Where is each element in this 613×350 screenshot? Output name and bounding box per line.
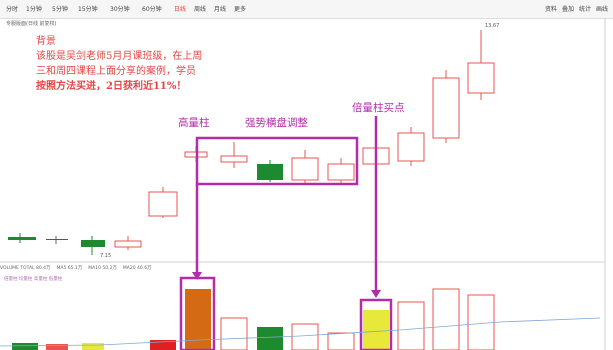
indicator-field-1: MA5 65.1万 [56, 266, 83, 271]
candle-body [432, 77, 460, 139]
volume-bar [46, 344, 68, 350]
buy-point-volume-box [359, 298, 393, 350]
period-tab-7[interactable]: 周线 [194, 6, 207, 13]
price-high-label: 13.67 [485, 23, 500, 29]
candle-body [46, 239, 68, 240]
period-tab-0[interactable]: 分时 [6, 6, 19, 13]
volume-bar [432, 288, 460, 350]
period-tab-2[interactable]: 5分钟 [52, 6, 68, 13]
period-tab-8[interactable]: 月线 [214, 6, 227, 13]
candle-body [397, 132, 425, 162]
candle-body [220, 155, 248, 163]
high-volume-arrowhead [192, 272, 202, 280]
toolbar-right-1[interactable]: 叠加 [562, 6, 575, 13]
consolidation-label: 强势横盘调整 [245, 117, 308, 129]
period-tab-6[interactable]: 日线 [174, 6, 187, 13]
candle-body [327, 163, 355, 181]
candle-body [81, 240, 105, 247]
indicator-field-2: MA10 50.2万 [88, 266, 117, 271]
buy-point-label: 倍量柱买点 [352, 102, 405, 114]
candle-body [467, 62, 495, 94]
volume-bars [12, 288, 495, 350]
candle-body [291, 157, 319, 181]
background-note: 背景 该股是吴剑老师5月月课班级，在上周 三和周四课程上面分享的案例，学员 按照… [36, 34, 202, 94]
period-tab-4[interactable]: 30分钟 [110, 6, 130, 13]
volume-bar [291, 323, 319, 350]
period-tab-5[interactable]: 60分钟 [142, 6, 162, 13]
volume-bar [327, 332, 355, 350]
price-low-label: 7.15 [100, 253, 112, 259]
candle-body [148, 191, 178, 217]
high-volume-box [179, 276, 216, 350]
note-line-3-text: 按照方法买进，2日获利近11%！ [36, 81, 187, 92]
note-heading: 背景 [36, 36, 56, 47]
candle-body [8, 237, 36, 240]
buy-point-arrowhead [371, 290, 381, 298]
volume-bar [150, 340, 176, 350]
candle-body [257, 164, 283, 180]
indicator-field-0: VOLUME TOTAL 80.4万 [0, 266, 51, 271]
indicator-header: VOLUME TOTAL 80.4万 MA5 65.1万 MA10 50.2万 MA2… [0, 265, 613, 274]
period-tab-3[interactable]: 15分钟 [78, 6, 98, 13]
candle-body [114, 240, 142, 248]
candles [8, 30, 495, 255]
volume-ma-line [0, 317, 601, 347]
high-volume-label: 高量柱 [178, 117, 210, 129]
note-line-2: 三和周四课程上面分享的案例，学员 [36, 66, 196, 77]
note-line-3: 按照方法买进，2日获利近11%！ [36, 79, 202, 94]
volume-bar [257, 327, 283, 350]
volume-bar [363, 310, 389, 350]
period-tab-1[interactable]: 1分钟 [26, 6, 42, 13]
volume-bar [397, 301, 425, 350]
volume-bar [220, 317, 248, 350]
indicator-subline: 倍量柱 均量柱 高量柱 低量柱 [4, 277, 63, 282]
period-toolbar: 分时 1分钟 5分钟 15分钟 30分钟 60分钟 日线 周线 月线 更多 资料 叠加 统计 画线 [0, 0, 613, 19]
note-line-1: 该股是吴剑老师5月月课班级，在上周 [36, 51, 203, 62]
toolbar-right-3[interactable]: 画线 [596, 6, 609, 13]
indicator-field-3: MA20 40.6万 [122, 266, 152, 271]
toolbar-right-0[interactable]: 资料 [545, 6, 558, 13]
consolidation-box [195, 136, 359, 186]
period-tab-9[interactable]: 更多 [234, 6, 247, 13]
volume-bar [12, 343, 38, 350]
chart-subtitle: 专服版面(日线 前复权) [6, 21, 57, 27]
toolbar-right-2[interactable]: 统计 [579, 6, 592, 13]
volume-bar [82, 343, 104, 350]
